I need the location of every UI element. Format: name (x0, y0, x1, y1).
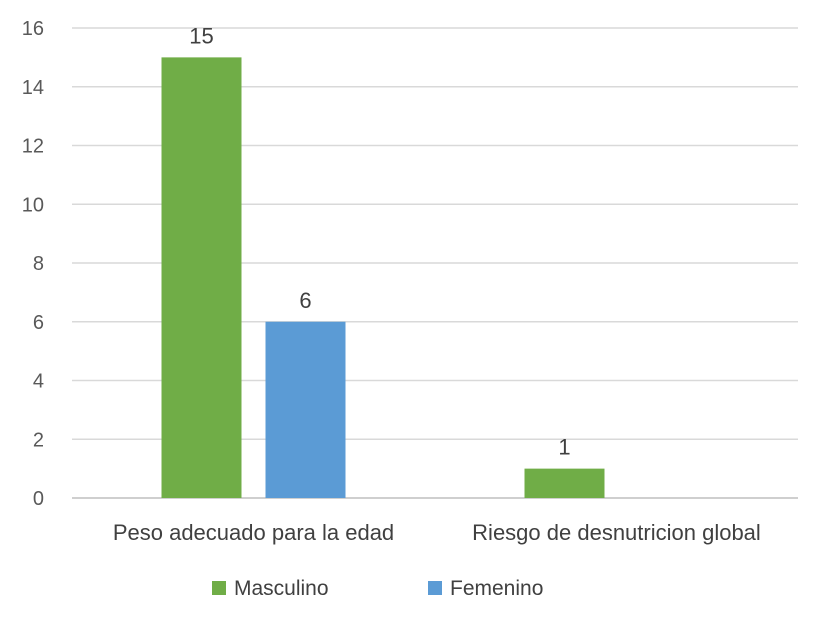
y-tick-label: 6 (33, 312, 44, 334)
y-tick-label: 14 (22, 77, 44, 99)
bar-masculino (524, 468, 605, 498)
data-label: 15 (189, 23, 213, 48)
y-tick-label: 8 (33, 253, 44, 275)
y-tick-label: 4 (33, 371, 44, 393)
data-label: 1 (558, 435, 570, 460)
y-tick-label: 2 (33, 429, 44, 451)
bars (161, 57, 605, 498)
legend-label: Masculino (234, 577, 329, 600)
y-tick-label: 10 (22, 194, 44, 216)
bar-femenino (265, 321, 346, 498)
data-label: 6 (299, 288, 311, 313)
y-tick-label: 0 (33, 488, 44, 510)
legend-swatch-masculino (212, 581, 226, 595)
x-category-label: Peso adecuado para la edad (113, 520, 394, 545)
legend: Masculino Femenino (212, 577, 543, 600)
legend-label: Femenino (450, 577, 543, 600)
y-axis-ticks: 0 2 4 6 8 10 12 14 16 (22, 18, 44, 510)
x-axis-categories: Peso adecuado para la edad Riesgo de desn… (113, 520, 761, 545)
legend-swatch-femenino (428, 581, 442, 595)
y-tick-label: 16 (22, 18, 44, 40)
x-category-label: Riesgo de desnutricion global (472, 520, 761, 545)
y-tick-label: 12 (22, 136, 44, 158)
bar-masculino (161, 57, 242, 498)
